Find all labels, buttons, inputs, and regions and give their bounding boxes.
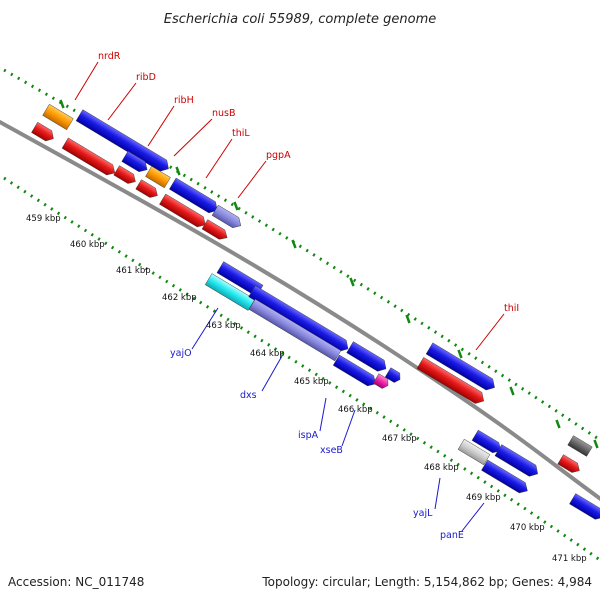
gene-feature-arrow bbox=[204, 273, 256, 311]
gene-feature-arrow bbox=[416, 357, 484, 404]
gene-feature-arrow bbox=[75, 109, 169, 172]
kbp-tick-label: 464 kbp bbox=[250, 349, 285, 359]
kbp-tick-label: 466 kbp bbox=[338, 405, 373, 415]
kbp-labels: 459 kbp 460 kbp 461 kbp 462 kbp 463 kbp 464 k… bbox=[26, 214, 587, 564]
gene-feature-arrow bbox=[372, 373, 389, 389]
label-leader-line bbox=[261, 355, 283, 392]
gene-label-ribD: ribD bbox=[136, 72, 156, 83]
kbp-tick-label: 468 kbp bbox=[424, 463, 459, 473]
gene-feature-arrow bbox=[332, 354, 376, 387]
outer-tick bbox=[291, 239, 297, 249]
gene-feature-arrow bbox=[31, 121, 54, 142]
kbp-tick-label: 470 kbp bbox=[510, 523, 545, 533]
accession-text: Accession: NC_011748 bbox=[8, 575, 144, 589]
outer-tick bbox=[233, 201, 239, 211]
gene-feature-arrow bbox=[471, 429, 502, 453]
gene-feature-arrow bbox=[113, 165, 136, 184]
kbp-tick-label: 467 kbp bbox=[382, 434, 417, 444]
label-leader-line bbox=[74, 61, 99, 101]
gene-feature-arrow bbox=[145, 165, 171, 189]
label-leader-line bbox=[237, 160, 267, 199]
gene-label-yajO: yajO bbox=[170, 348, 192, 359]
gene-feature-arrow bbox=[567, 435, 593, 457]
outer-tick bbox=[555, 419, 561, 429]
gene-label-nusB: nusB bbox=[212, 108, 236, 119]
outer-tick bbox=[457, 349, 463, 359]
label-leader-line bbox=[147, 105, 175, 147]
gene-feature-arrow bbox=[346, 341, 387, 372]
gene-feature-arrow bbox=[169, 177, 218, 214]
gene-label-xseB: xseB bbox=[320, 445, 343, 456]
label-leader-line bbox=[475, 313, 505, 351]
kbp-tick-label: 460 kbp bbox=[70, 240, 105, 250]
map-title: Escherichia coli 55989, complete genome bbox=[164, 12, 436, 27]
label-leader-line bbox=[191, 307, 219, 350]
outer-tick bbox=[593, 439, 599, 449]
gene-feature-arrow bbox=[61, 137, 116, 176]
outer-tick bbox=[349, 277, 355, 287]
gene-feature-arrow bbox=[557, 454, 580, 473]
kbp-tick-label: 463 kbp bbox=[206, 321, 241, 331]
kbp-tick-label: 459 kbp bbox=[26, 214, 61, 224]
gene-feature-arrow bbox=[248, 285, 349, 352]
inner-dot-line bbox=[3, 176, 600, 562]
gene-feature-arrow bbox=[211, 204, 242, 228]
gene-label-ribH: ribH bbox=[174, 95, 194, 106]
gene-feature-arrow bbox=[494, 444, 538, 477]
gene-feature-arrow bbox=[121, 150, 148, 172]
gene-feature-arrow bbox=[425, 342, 495, 391]
gene-feature-arrow bbox=[159, 193, 206, 228]
gene-feature-arrow bbox=[248, 298, 342, 362]
kbp-tick-label: 471 kbp bbox=[552, 554, 587, 564]
gene-label-yajL: yajL bbox=[413, 508, 433, 519]
label-leader-line bbox=[434, 477, 441, 510]
kbp-tick-label: 462 kbp bbox=[162, 293, 197, 303]
outer-tick bbox=[405, 314, 411, 324]
outer-tick bbox=[509, 386, 515, 396]
topology-text: Topology: circular; Length: 5,154,862 bp… bbox=[261, 575, 592, 589]
outer-tick bbox=[59, 99, 65, 109]
kbp-tick-label: 461 kbp bbox=[116, 266, 151, 276]
gene-label-pgpA: pgpA bbox=[266, 150, 291, 161]
gene-labels: nrdR ribD ribH nusB thiL pgpA thiI yajO dxs ispAx… bbox=[98, 51, 519, 541]
gene-label-dxs: dxs bbox=[240, 390, 257, 401]
gene-feature-arrow bbox=[384, 367, 401, 383]
label-leader-line bbox=[319, 397, 327, 432]
kbp-tick-label: 465 kbp bbox=[294, 377, 329, 387]
outer-tick bbox=[175, 166, 181, 176]
genome-backbone bbox=[0, 119, 600, 502]
kbp-tick-label: 469 kbp bbox=[466, 493, 501, 503]
label-leaders bbox=[74, 61, 505, 532]
label-leader-line bbox=[173, 118, 213, 157]
label-leader-line bbox=[205, 138, 233, 179]
gene-features bbox=[31, 103, 600, 520]
gene-label-thiI: thiI bbox=[504, 303, 519, 314]
gene-feature-arrow bbox=[42, 103, 74, 131]
label-leader-line bbox=[461, 502, 485, 532]
gene-feature-arrow bbox=[457, 438, 491, 466]
gene-label-panE: panE bbox=[440, 530, 464, 541]
gene-label-thiL: thiL bbox=[232, 128, 250, 139]
gene-label-ispA: ispA bbox=[298, 430, 319, 441]
gene-label-nrdR: nrdR bbox=[98, 51, 121, 62]
label-leader-line bbox=[341, 409, 356, 447]
gene-feature-arrow bbox=[569, 493, 600, 520]
gene-feature-arrow bbox=[201, 219, 228, 240]
gene-feature-arrow bbox=[481, 459, 528, 494]
label-leader-line bbox=[107, 82, 137, 121]
gene-feature-arrow bbox=[135, 179, 158, 198]
